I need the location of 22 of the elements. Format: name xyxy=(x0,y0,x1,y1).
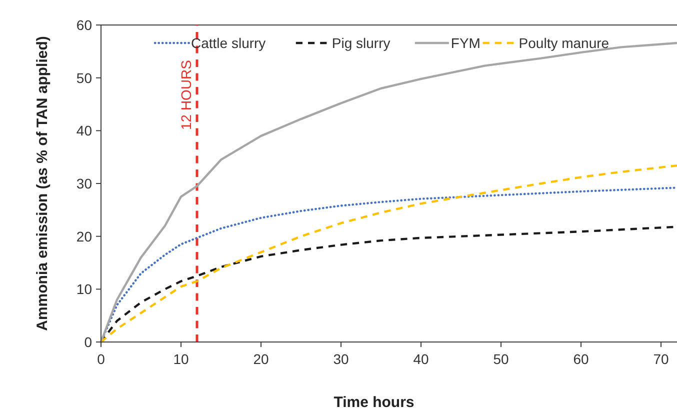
y-tick-label: 10 xyxy=(76,281,92,298)
x-axis-title: Time hours xyxy=(334,394,414,411)
x-tick-label: 10 xyxy=(173,351,189,367)
legend-label: Cattle slurry xyxy=(191,35,266,51)
x-tick-label: 0 xyxy=(97,351,106,367)
y-tick-label: 60 xyxy=(76,17,92,33)
y-tick-label: 0 xyxy=(84,334,92,350)
legend-label: Poulty manure xyxy=(518,35,610,51)
legend-label: Pig slurry xyxy=(332,35,390,51)
x-tick-label: 20 xyxy=(253,351,269,367)
y-axis-title: Ammonia emission (as % of TAN applied) xyxy=(34,36,51,331)
x-tick-label: 30 xyxy=(333,351,349,367)
ref-line-label: 12 HOURS xyxy=(178,60,194,130)
x-tick-label: 70 xyxy=(653,351,669,367)
x-tick-label: 60 xyxy=(573,351,589,367)
y-tick-label: 20 xyxy=(76,228,92,244)
x-tick-label: 40 xyxy=(413,351,429,367)
y-tick-label: 50 xyxy=(76,70,92,86)
legend-label: FYM xyxy=(450,35,480,51)
y-tick-label: 30 xyxy=(76,176,92,192)
x-tick-label: 50 xyxy=(493,351,509,367)
y-tick-label: 40 xyxy=(76,122,92,139)
